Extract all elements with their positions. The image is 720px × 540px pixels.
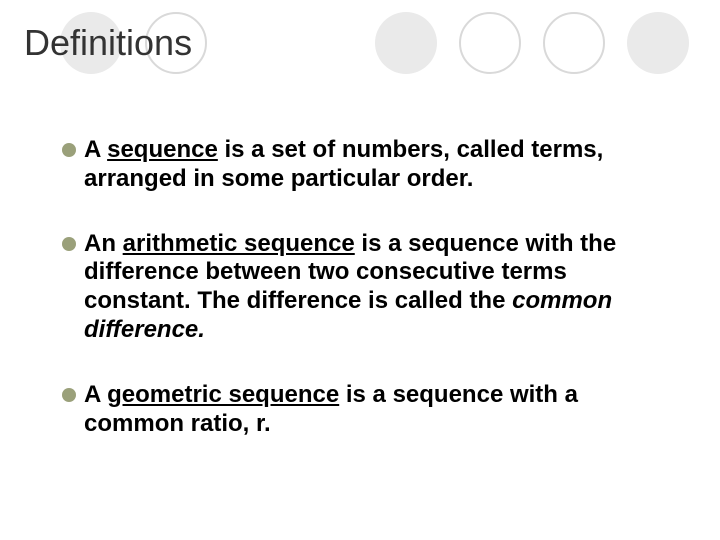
list-item: A sequence is a set of numbers, called t…: [62, 136, 660, 194]
decorative-circle: [375, 12, 437, 74]
decorative-circle: [627, 12, 689, 74]
list-item: An arithmetic sequence is a sequence wit…: [62, 230, 660, 345]
bullet-icon: [62, 388, 76, 402]
list-item-text: A sequence is a set of numbers, called t…: [84, 136, 660, 194]
slide-title: Definitions: [24, 22, 192, 64]
bullet-icon: [62, 143, 76, 157]
list-item-text: A geometric sequence is a sequence with …: [84, 381, 660, 439]
decorative-circle: [459, 12, 521, 74]
list-item: A geometric sequence is a sequence with …: [62, 381, 660, 439]
list-item-text: An arithmetic sequence is a sequence wit…: [84, 230, 660, 345]
bullet-list: A sequence is a set of numbers, called t…: [62, 136, 660, 474]
decorative-circle: [543, 12, 605, 74]
bullet-icon: [62, 237, 76, 251]
